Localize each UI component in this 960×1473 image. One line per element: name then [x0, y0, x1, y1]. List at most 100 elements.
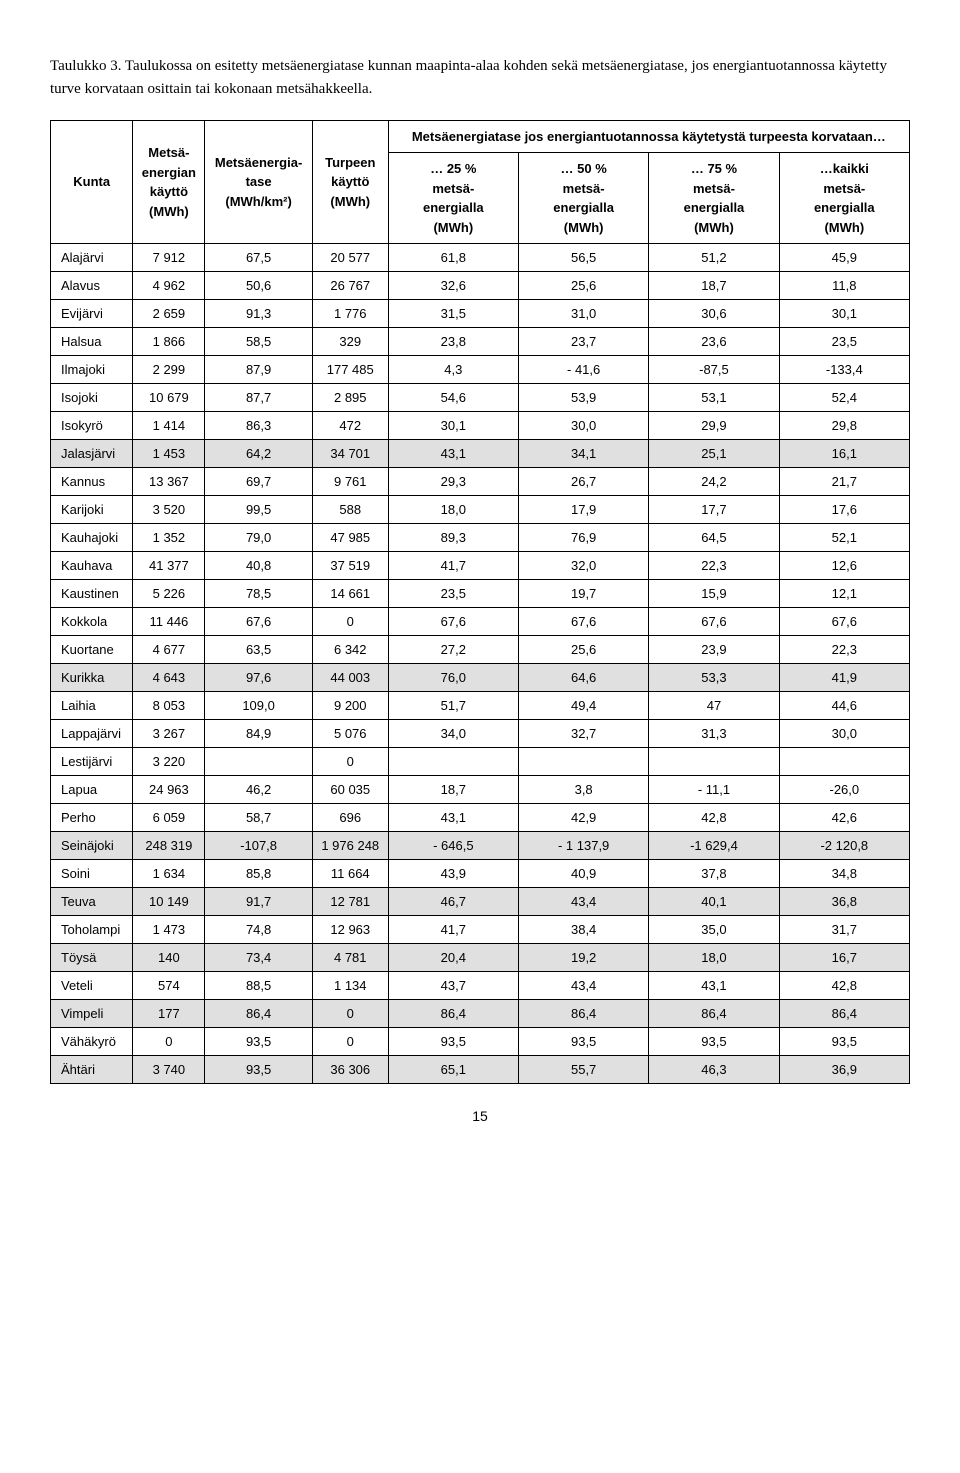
table-caption: Taulukko 3. Taulukossa on esitetty metsä… — [50, 55, 910, 100]
row-value: 3 267 — [133, 720, 205, 748]
table-row: Perho6 05958,769643,142,942,842,6 — [51, 804, 910, 832]
row-label: Veteli — [51, 972, 133, 1000]
row-label: Alavus — [51, 272, 133, 300]
row-value: 3 740 — [133, 1056, 205, 1084]
row-value: 40,1 — [649, 888, 779, 916]
row-value: 43,4 — [518, 888, 648, 916]
table-header-row-1: Kunta Metsä-energiankäyttö(MWh) Metsäene… — [51, 121, 910, 153]
table-row: Toholampi1 47374,812 96341,738,435,031,7 — [51, 916, 910, 944]
row-value: 65,1 — [388, 1056, 518, 1084]
row-value: 24,2 — [649, 468, 779, 496]
table-row: Isojoki10 67987,72 89554,653,953,152,4 — [51, 384, 910, 412]
data-table: Kunta Metsä-energiankäyttö(MWh) Metsäene… — [50, 120, 910, 1084]
table-row: Isokyrö1 41486,347230,130,029,929,8 — [51, 412, 910, 440]
row-value: 30,1 — [388, 412, 518, 440]
row-value: 23,5 — [779, 328, 909, 356]
row-value: 38,4 — [518, 916, 648, 944]
row-label: Toholampi — [51, 916, 133, 944]
row-value: 52,4 — [779, 384, 909, 412]
row-value: 5 226 — [133, 580, 205, 608]
row-label: Kurikka — [51, 664, 133, 692]
row-value: 89,3 — [388, 524, 518, 552]
row-value: 1 634 — [133, 860, 205, 888]
row-label: Perho — [51, 804, 133, 832]
row-value: 0 — [312, 748, 388, 776]
row-value: 696 — [312, 804, 388, 832]
row-label: Halsua — [51, 328, 133, 356]
row-value: 42,6 — [779, 804, 909, 832]
row-value: 0 — [312, 1028, 388, 1056]
row-value: 140 — [133, 944, 205, 972]
row-label: Karijoki — [51, 496, 133, 524]
table-row: Kaustinen5 22678,514 66123,519,715,912,1 — [51, 580, 910, 608]
row-label: Isokyrö — [51, 412, 133, 440]
row-value: 26 767 — [312, 272, 388, 300]
row-value: - 646,5 — [388, 832, 518, 860]
row-value: 177 — [133, 1000, 205, 1028]
row-value: 9 761 — [312, 468, 388, 496]
row-value: 43,9 — [388, 860, 518, 888]
row-value: 37,8 — [649, 860, 779, 888]
row-value: 1 473 — [133, 916, 205, 944]
row-label: Kauhava — [51, 552, 133, 580]
row-value — [518, 748, 648, 776]
row-value: 23,9 — [649, 636, 779, 664]
row-value: 7 912 — [133, 244, 205, 272]
row-value: 0 — [312, 1000, 388, 1028]
row-value: 47 — [649, 692, 779, 720]
row-value: 17,6 — [779, 496, 909, 524]
row-value: 23,7 — [518, 328, 648, 356]
row-value: 43,7 — [388, 972, 518, 1000]
row-value: 16,7 — [779, 944, 909, 972]
row-value: 46,2 — [205, 776, 313, 804]
row-value: 76,0 — [388, 664, 518, 692]
row-value: 54,6 — [388, 384, 518, 412]
row-value: 64,5 — [649, 524, 779, 552]
row-value: 34 701 — [312, 440, 388, 468]
row-value: -1 629,4 — [649, 832, 779, 860]
row-value: 4 643 — [133, 664, 205, 692]
row-value: 0 — [133, 1028, 205, 1056]
row-value: 41,9 — [779, 664, 909, 692]
row-value: 18,0 — [649, 944, 779, 972]
row-value: 20 577 — [312, 244, 388, 272]
row-label: Isojoki — [51, 384, 133, 412]
row-label: Lappajärvi — [51, 720, 133, 748]
row-value: 2 299 — [133, 356, 205, 384]
row-value: 19,2 — [518, 944, 648, 972]
row-value: 43,1 — [388, 804, 518, 832]
row-value: 97,6 — [205, 664, 313, 692]
row-value: 23,6 — [649, 328, 779, 356]
row-value: 4,3 — [388, 356, 518, 384]
col-25pct: … 25 %metsä-energialla(MWh) — [388, 153, 518, 244]
row-value: 69,7 — [205, 468, 313, 496]
row-value: 24 963 — [133, 776, 205, 804]
row-value: 67,5 — [205, 244, 313, 272]
row-value: -107,8 — [205, 832, 313, 860]
row-value: 1 866 — [133, 328, 205, 356]
page-number: 15 — [50, 1108, 910, 1124]
row-value: 177 485 — [312, 356, 388, 384]
row-value: 3 520 — [133, 496, 205, 524]
row-value: -87,5 — [649, 356, 779, 384]
row-value: -133,4 — [779, 356, 909, 384]
row-value: 12,1 — [779, 580, 909, 608]
row-label: Töysä — [51, 944, 133, 972]
table-row: Lappajärvi3 26784,95 07634,032,731,330,0 — [51, 720, 910, 748]
row-value: 17,7 — [649, 496, 779, 524]
row-value: 12 963 — [312, 916, 388, 944]
row-value: 9 200 — [312, 692, 388, 720]
row-label: Kannus — [51, 468, 133, 496]
row-value: 99,5 — [205, 496, 313, 524]
row-value: 1 414 — [133, 412, 205, 440]
row-value: 5 076 — [312, 720, 388, 748]
row-label: Lestijärvi — [51, 748, 133, 776]
table-row: Alajärvi7 91267,520 57761,856,551,245,9 — [51, 244, 910, 272]
row-value: 93,5 — [518, 1028, 648, 1056]
row-value: 74,8 — [205, 916, 313, 944]
row-value: 23,5 — [388, 580, 518, 608]
table-row: Vimpeli17786,4086,486,486,486,4 — [51, 1000, 910, 1028]
row-value: 31,7 — [779, 916, 909, 944]
row-value: 40,9 — [518, 860, 648, 888]
row-value: 60 035 — [312, 776, 388, 804]
